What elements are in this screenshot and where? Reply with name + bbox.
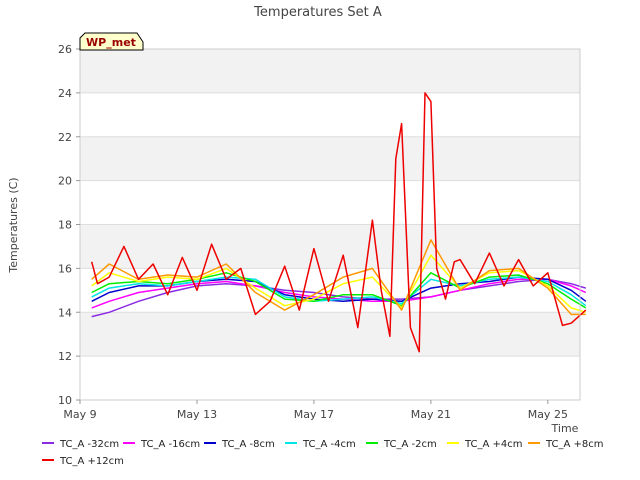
y-tick-label: 12 [58, 350, 72, 363]
plot-band [80, 92, 580, 137]
legend-label: TC_A +8cm [545, 439, 604, 450]
plot-band [80, 180, 580, 225]
x-tick-label: May 17 [294, 408, 334, 421]
legend-label: TC_A -4cm [302, 439, 356, 450]
series-line [91, 276, 587, 307]
y-tick-label: 18 [58, 219, 72, 232]
series-line [91, 278, 587, 318]
x-tick-label: May 21 [411, 408, 451, 421]
x-tick-label: May 13 [177, 408, 217, 421]
chart-title: Temperatures Set A [253, 5, 382, 20]
x-tick-label: May 25 [528, 408, 568, 421]
legend: TC_A -32cm TC_A -16cm TC_A -8cm TC_A -4cm TC… [42, 439, 604, 467]
x-axis: May 9 May 13 May 17 May 21 May 25 [63, 400, 568, 421]
legend-label: TC_A -16cm [140, 439, 200, 450]
y-tick-label: 20 [58, 175, 72, 188]
y-tick-label: 14 [58, 306, 72, 319]
plot-band [80, 356, 580, 400]
plot-background [80, 49, 580, 400]
legend-label: TC_A +4cm [464, 439, 523, 450]
y-tick-label: 10 [58, 394, 72, 407]
series-line [91, 254, 587, 314]
series-line [91, 239, 586, 316]
series-group [90, 92, 587, 353]
legend-label: TC_A -8cm [221, 439, 275, 450]
y-tick-label: 24 [58, 87, 72, 100]
y-axis-label: Temperatures (C) [7, 177, 20, 273]
x-tick-label: May 9 [63, 408, 96, 421]
plot-band [80, 136, 580, 181]
y-tick-label: 16 [58, 262, 72, 275]
legend-label: TC_A -32cm [59, 439, 119, 450]
legend-label: TC_A -2cm [383, 439, 437, 450]
y-tick-label: 26 [58, 43, 72, 56]
plot-band [80, 312, 580, 357]
series-line [90, 92, 587, 353]
x-axis-label: Time [551, 422, 579, 435]
series-line [91, 272, 587, 309]
plot-band [80, 224, 580, 269]
badge-label: WP_met [86, 36, 136, 49]
wp-met-badge: WP_met [79, 32, 144, 51]
y-axis: 10 12 14 16 18 20 22 24 26 [58, 43, 80, 407]
plot-band [80, 49, 580, 93]
legend-label: TC_A +12cm [59, 456, 124, 467]
y-tick-label: 22 [58, 131, 72, 144]
